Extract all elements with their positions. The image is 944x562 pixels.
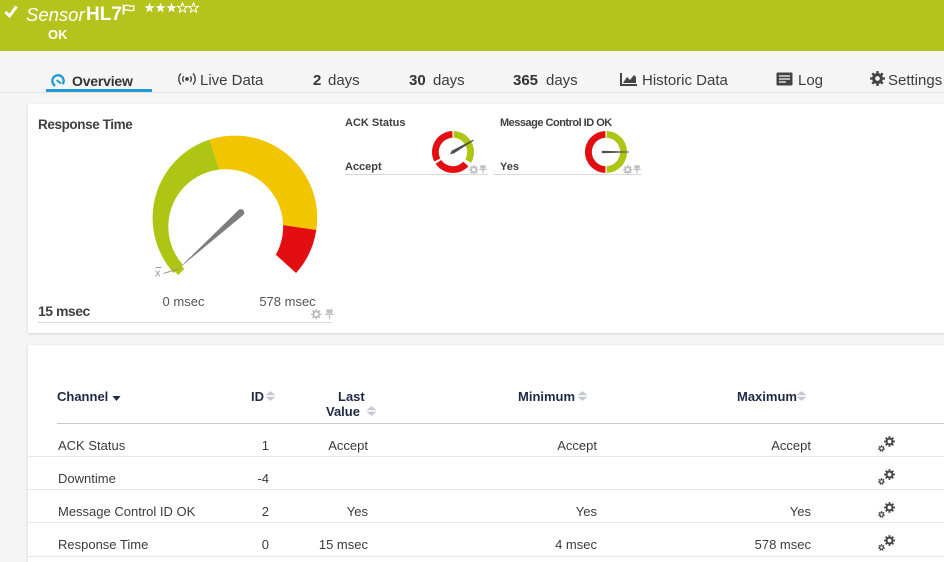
svg-text:x: x	[155, 268, 161, 280]
